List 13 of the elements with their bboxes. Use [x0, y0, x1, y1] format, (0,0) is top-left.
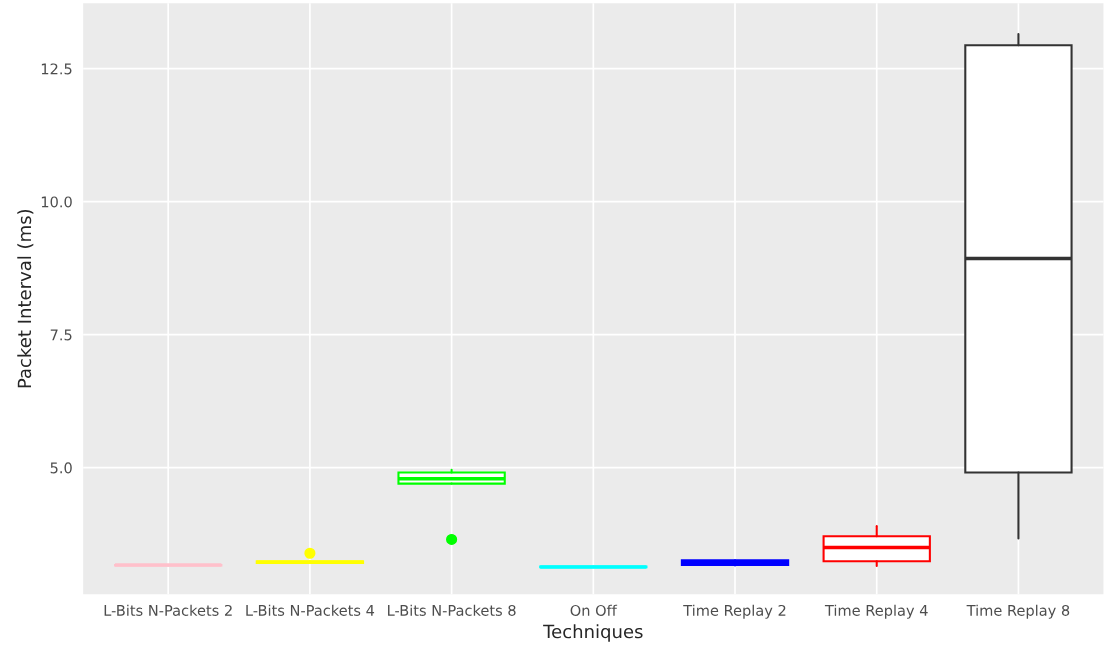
x-tick-label: On Off — [570, 604, 618, 616]
x-tick-label: L-Bits N-Packets 8 — [388, 604, 516, 616]
x-axis-title: Techniques — [543, 624, 643, 642]
y-tick-label: 5.0 — [50, 462, 72, 474]
y-axis-title: Packet Interval (ms) — [17, 209, 34, 388]
x-tick-label: Time Replay 8 — [966, 604, 1070, 619]
x-tick-label: L-Bits N-Packets 4 — [246, 604, 375, 616]
x-tick-label: Time Replay 4 — [824, 604, 928, 619]
y-tick-label: 7.5 — [50, 329, 72, 341]
y-tick-label: 12.5 — [41, 63, 72, 75]
x-tick-label: L-Bits N-Packets 2 — [104, 604, 232, 616]
y-tick-label: 10.0 — [41, 196, 72, 208]
x-tick-label: Time Replay 2 — [683, 604, 786, 619]
